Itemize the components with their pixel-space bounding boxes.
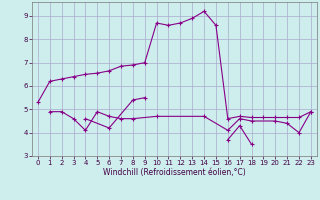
X-axis label: Windchill (Refroidissement éolien,°C): Windchill (Refroidissement éolien,°C) xyxy=(103,168,246,177)
